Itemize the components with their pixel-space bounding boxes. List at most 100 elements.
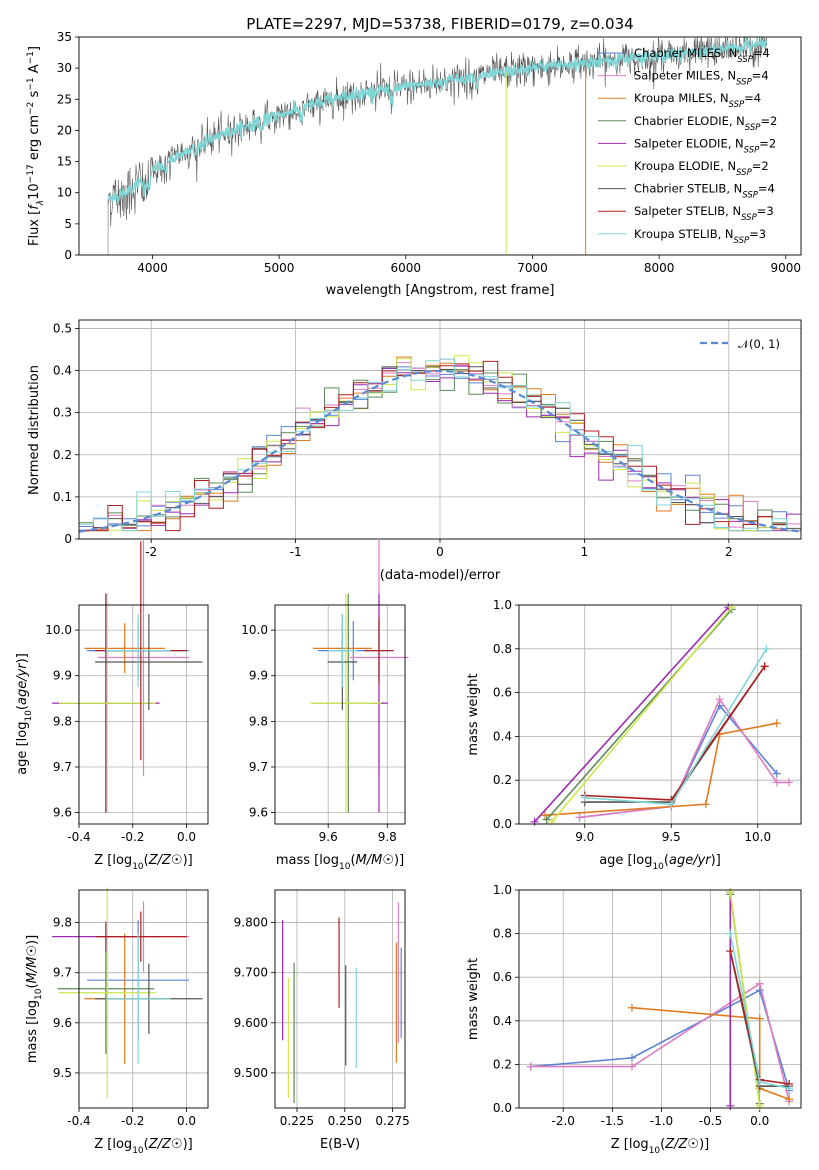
y-axis-label: Normed distribution [27, 365, 42, 495]
y-tick-label: 9.800 [234, 916, 268, 930]
histogram-salpeter-stelib [79, 360, 801, 532]
x-tick-label: 1 [581, 545, 589, 559]
spectrum-data-line [107, 36, 768, 227]
y-tick-label: 0 [64, 248, 72, 262]
data-point-marker [627, 1003, 636, 1012]
series-line [729, 892, 761, 1106]
x-tick-label: -0.2 [121, 830, 144, 844]
data-point-marker [701, 800, 710, 809]
y-tick-label: 9.8 [249, 714, 268, 728]
y-tick-label: 15 [57, 155, 72, 169]
y-tick-label: 9.500 [234, 1066, 268, 1080]
series-line [579, 704, 778, 819]
x-tick-label: 9.0 [575, 830, 594, 844]
y-tick-label: 0.2 [53, 448, 72, 462]
y-tick-label: 0.2 [493, 1057, 512, 1071]
y-tick-label: 10.0 [45, 623, 72, 637]
x-tick-label: -0.5 [699, 1114, 722, 1128]
x-tick-label: -0.2 [121, 1114, 144, 1128]
x-tick-label: -2 [145, 545, 157, 559]
y-tick-label: 0.0 [493, 1101, 512, 1115]
series-line [544, 722, 777, 816]
y-tick-label: 0 [64, 532, 72, 546]
axes-frame [518, 604, 802, 825]
y-tick-label: 1.0 [493, 598, 512, 612]
y-tick-label: 9.7 [249, 760, 268, 774]
y-axis-label: mass weight [466, 673, 481, 755]
y-tick-label: 9.600 [234, 1016, 268, 1030]
y-tick-label: 1.0 [493, 883, 512, 897]
x-tick-label: 9.8 [378, 830, 397, 844]
panel-mass-vs-Z: -0.4 -0.2 0.0 9.5 9.6 9.7 9.8 Z [log10(Z/Z☉)] ma… [25, 887, 209, 1156]
x-tick-label: 4000 [137, 261, 168, 275]
x-tick-label: 2 [725, 545, 733, 559]
data-point-marker [755, 1014, 764, 1023]
axes-frame [274, 604, 406, 825]
y-tick-label: 0.4 [493, 1014, 512, 1028]
y-tick-label: 0.3 [53, 406, 72, 420]
axes-frame [78, 319, 802, 540]
legend-entry: Kroupa MILES, NSSP=4 [634, 91, 761, 110]
spectrum-model-line [107, 35, 768, 205]
y-tick-label: 5 [64, 217, 72, 231]
y-tick-label: 10 [57, 186, 72, 200]
y-tick-label: 9.7 [53, 966, 72, 980]
data-point-marker [755, 1077, 764, 1086]
legend-entry: Chabrier MILES, NSSP=4 [634, 46, 770, 65]
y-tick-label: 9.9 [249, 669, 268, 683]
x-tick-label: 9.5 [662, 830, 681, 844]
data-point-marker [727, 603, 736, 612]
x-tick-label: 9.6 [319, 830, 338, 844]
data-point-marker [726, 1101, 735, 1110]
x-tick-label: 0.250 [328, 1114, 362, 1128]
data-point-marker [785, 1084, 794, 1093]
y-tick-label: 0.4 [493, 729, 512, 743]
x-tick-label: 5000 [264, 261, 295, 275]
legend-entry: Salpeter STELIB, NSSP=3 [634, 204, 774, 223]
x-tick-label: -1 [290, 545, 302, 559]
legend-entry: Chabrier ELODIE, NSSP=2 [634, 114, 777, 133]
series-line [534, 606, 729, 823]
data-point-marker [772, 778, 781, 787]
y-tick-label: 0.2 [493, 773, 512, 787]
data-point-marker [540, 811, 549, 820]
x-axis-label: Z [log10(Z/Z☉)] [94, 853, 192, 872]
x-axis-label: wavelength [Angstrom, rest frame] [326, 283, 555, 298]
x-tick-label: 0.0 [177, 1114, 196, 1128]
y-tick-label: 9.6 [53, 1016, 72, 1030]
legend-entry: Chabrier STELIB, NSSP=4 [634, 182, 775, 201]
data-point-marker [762, 644, 771, 653]
y-tick-label: 30 [57, 61, 72, 75]
panel-residuals: -2 -1 0 1 2 0 0.1 0.2 0.3 0.4 0.5 𝒩(0, 1) (data-mode… [27, 319, 802, 583]
axes-frame [78, 36, 802, 256]
figure-title: PLATE=2297, MJD=53738, FIBERID=0179, z=0… [246, 15, 633, 33]
gaussian-curve [78, 369, 802, 533]
legend-entry: Kroupa STELIB, NSSP=3 [634, 227, 766, 246]
y-axis-label: Flux [fλ10−17 erg cm−2 s−1 A−1] [26, 46, 46, 246]
data-point-marker [760, 662, 769, 671]
y-tick-label: 25 [57, 92, 72, 106]
x-axis-label: Z [log10(Z/Z☉)] [94, 1137, 192, 1156]
y-tick-label: 0.5 [53, 321, 72, 335]
axes-frame [78, 889, 209, 1109]
x-tick-label: 0.275 [375, 1114, 409, 1128]
data-point-marker [755, 1101, 764, 1110]
x-axis-label: (data-model)/error [380, 568, 501, 583]
series-line [584, 665, 766, 803]
y-tick-label: 0.1 [53, 490, 72, 504]
panel-spectrum: 4000 5000 6000 7000 8000 9000 0 5 10 15 20 25 30 35 Ch… [26, 30, 802, 298]
panel-mass-weight-vs-age: 9.0 9.5 10.0 0.0 0.2 0.4 0.6 0.8 1.0 mass weight a… [466, 598, 802, 872]
series-line [530, 982, 790, 1102]
histogram-chabrier-elodie [79, 369, 801, 532]
y-tick-label: 10.0 [241, 623, 268, 637]
legend-entry: 𝒩(0, 1) [738, 337, 780, 351]
data-point-marker [715, 695, 724, 704]
axes-frame [274, 889, 406, 1109]
x-tick-label: -0.4 [67, 830, 90, 844]
y-tick-label: 0.4 [53, 364, 72, 378]
panel-mass-vs-EBV: 0.225 0.250 0.275 9.500 9.600 9.700 9.800 E(B-V… [234, 889, 410, 1152]
x-tick-label: 0.225 [280, 1114, 314, 1128]
x-tick-label: 9000 [771, 261, 802, 275]
y-tick-label: 0.8 [493, 927, 512, 941]
